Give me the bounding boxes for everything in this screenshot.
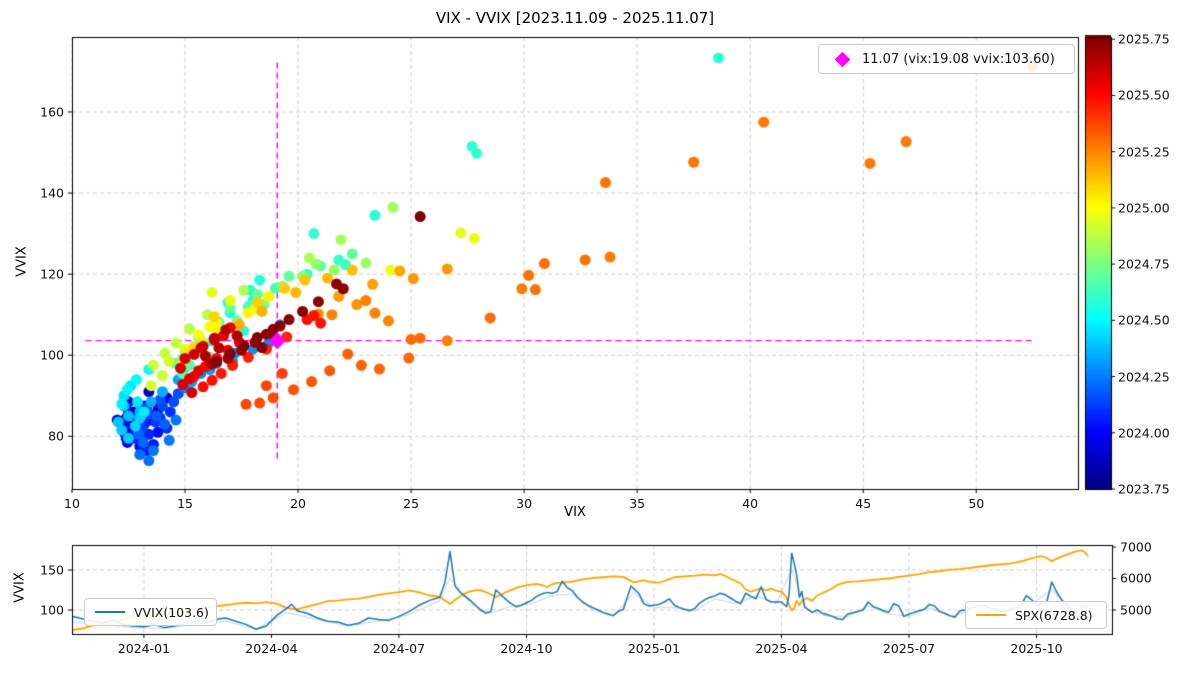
y-tick-label: 140 (40, 185, 64, 201)
date-tick-label: 2025-07 (882, 641, 936, 656)
x-tick-label: 25 (403, 496, 420, 511)
legend-diamond-icon (834, 51, 851, 67)
spx-legend-label: SPX(6728.8) (1015, 607, 1093, 623)
colorbar-tick-label: 2025.50 (1118, 87, 1170, 103)
spx-tick-label: 6000 (1120, 570, 1152, 586)
x-tick-label: 40 (742, 496, 759, 511)
colorbar-tick-label: 2024.50 (1118, 312, 1170, 328)
date-tick-label: 2025-10 (1010, 641, 1063, 656)
x-tick-label: 30 (516, 496, 533, 511)
vvix-legend-label: VVIX(103.6) (134, 604, 209, 620)
colorbar-tick-label: 2024.00 (1118, 425, 1170, 441)
date-tick-label: 2024-07 (372, 641, 426, 656)
date-tick-label: 2025-01 (627, 641, 681, 656)
y-tick-label: 160 (40, 104, 64, 120)
colorbar-tick-label: 2025.00 (1118, 200, 1170, 216)
vvix-tick-label: 150 (40, 562, 64, 578)
x-tick-label: 20 (290, 496, 307, 511)
scatter-legend: 11.07 (vix:19.08 vvix:103.60) (818, 44, 1075, 74)
spx-tick-label: 5000 (1120, 602, 1152, 618)
colorbar-tick-label: 2024.25 (1118, 369, 1170, 385)
x-tick-label: 50 (968, 496, 985, 511)
colorbar-tick-label: 2025.75 (1118, 31, 1170, 47)
colorbar-tick-label: 2023.75 (1118, 481, 1170, 497)
chart-title: VIX - VVIX [2023.11.09 - 2025.11.07] (435, 9, 715, 27)
colorbar-tick-label: 2024.75 (1118, 256, 1170, 272)
y-tick-label: 100 (40, 347, 64, 363)
legend-highlight-label: 11.07 (vix:19.08 vvix:103.60) (862, 51, 1055, 67)
date-tick-label: 2024-01 (117, 641, 171, 656)
colorbar-tick-label: 2025.25 (1118, 144, 1170, 160)
bottom-y-axis-label: VVIX (12, 572, 28, 603)
x-tick-label: 35 (629, 496, 646, 511)
x-tick-label: 15 (177, 496, 193, 511)
spx-line-icon (976, 614, 1006, 616)
date-tick-label: 2024-04 (245, 641, 298, 656)
spx-tick-label: 7000 (1120, 539, 1152, 555)
date-tick-label: 2024-10 (500, 641, 553, 656)
date-tick-label: 2025-04 (755, 641, 808, 656)
vvix-legend: VVIX(103.6) (84, 598, 217, 626)
spx-legend: SPX(6728.8) (965, 601, 1107, 629)
x-tick-label: 45 (855, 496, 872, 511)
y-tick-label: 120 (40, 266, 64, 282)
vvix-line-icon (95, 611, 125, 613)
vvix-tick-label: 100 (40, 602, 64, 618)
y-tick-label: 80 (48, 428, 64, 444)
y-axis-label: VVIX (14, 246, 30, 277)
x-axis-label: VIX (564, 505, 586, 520)
x-tick-label: 10 (64, 496, 80, 511)
